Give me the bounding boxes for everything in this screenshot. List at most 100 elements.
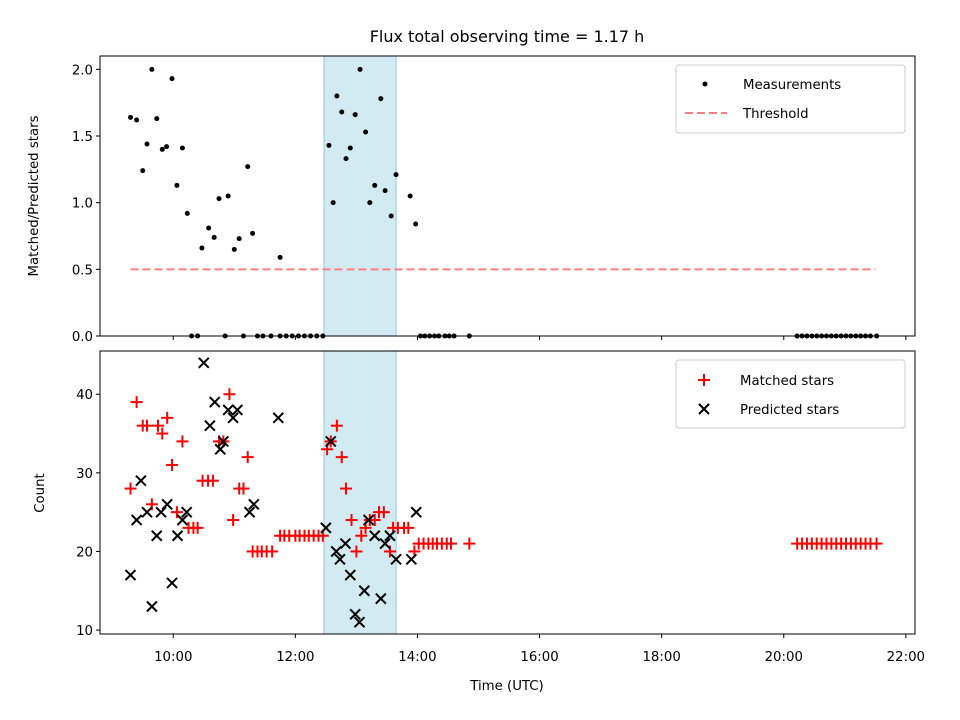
- top-y-tick-label: 1.5: [72, 130, 93, 145]
- predicted-star-point: [180, 506, 193, 518]
- measurement-point: [372, 182, 378, 188]
- matched-star-point: [151, 419, 164, 432]
- matched-star-point: [402, 521, 415, 534]
- predicted-star-point: [248, 498, 260, 510]
- measurement-point: [211, 234, 217, 240]
- predicted-star-point: [227, 412, 239, 424]
- matched-star-point: [223, 388, 236, 401]
- matched-star-point: [368, 514, 381, 527]
- matched-star-point: [237, 482, 250, 495]
- legend-matched-marker: [698, 374, 710, 386]
- measurement-point: [184, 210, 190, 216]
- chart-title: Flux total observing time = 1.17 h: [370, 27, 645, 46]
- top-y-tick-label: 2.0: [72, 63, 93, 78]
- predicted-star-point: [410, 506, 422, 518]
- matched-star-point: [345, 514, 358, 527]
- predicted-star-point: [161, 498, 173, 510]
- predicted-star-point: [325, 435, 337, 448]
- bottom-x-axis: 10:00 12:00 14:00 16:00 18:00 20:00 22:00: [154, 634, 925, 665]
- matched-star-point: [241, 451, 254, 464]
- bottom-shaded-span: [323, 350, 397, 635]
- predicted-star-point: [222, 404, 234, 416]
- measurement-point: [128, 114, 134, 120]
- predicted-star-point: [375, 592, 387, 605]
- predicted-star-point: [358, 585, 371, 597]
- predicted-star-point: [130, 514, 143, 526]
- legend-threshold-label: Threshold: [742, 107, 809, 122]
- measurement-point: [343, 156, 349, 162]
- matched-star-point: [870, 537, 883, 550]
- matched-star-point: [141, 419, 154, 432]
- matched-star-point: [156, 427, 169, 440]
- x-tick-label: 10:00: [154, 650, 192, 665]
- predicted-star-point: [390, 553, 402, 566]
- top-y-tick-label: 1.0: [72, 197, 93, 212]
- measurement-point: [339, 109, 345, 115]
- measurement-point: [413, 221, 419, 227]
- x-tick-label: 22:00: [887, 650, 925, 665]
- measurement-point: [164, 144, 170, 150]
- predicted-star-point: [349, 608, 361, 621]
- measurement-point: [367, 200, 373, 206]
- measurement-point: [357, 66, 363, 72]
- legend-measurements-label: Measurements: [743, 78, 841, 93]
- matched-star-point: [330, 419, 343, 432]
- predicted-star-point: [214, 443, 226, 455]
- predicted-star-point: [166, 577, 178, 589]
- x-tick-label: 16:00: [520, 650, 558, 665]
- predicted-star-point: [320, 522, 332, 534]
- matched-star-point: [191, 521, 204, 534]
- matched-star-point: [176, 435, 189, 448]
- predicted-star-point: [334, 553, 346, 566]
- measurement-point: [199, 245, 205, 251]
- predicted-star-point: [176, 514, 189, 526]
- matched-star-point: [166, 458, 179, 471]
- top-y-tick-label: 0.5: [72, 263, 93, 278]
- predicted-star-point: [124, 569, 137, 581]
- measurement-point: [174, 182, 180, 188]
- top-y-axis-label: Matched/Predicted stars: [27, 115, 42, 276]
- measurement-point: [388, 213, 394, 219]
- matched-star-point: [355, 529, 368, 542]
- top-shaded-span: [323, 55, 397, 337]
- predicted-star-points: [124, 357, 422, 628]
- top-y-axis: 0.0 0.5 1.0 1.5 2.0: [72, 63, 100, 345]
- matched-star-point: [170, 506, 183, 519]
- matched-star-point: [124, 482, 137, 495]
- measurement-point: [347, 145, 353, 151]
- predicted-star-point: [330, 545, 342, 558]
- measurement-point: [363, 129, 369, 135]
- bottom-y-tick-label: 40: [76, 388, 93, 403]
- predicted-star-point: [384, 530, 396, 542]
- measurement-point: [245, 164, 251, 170]
- matched-star-point: [227, 514, 240, 527]
- measurement-point: [169, 76, 175, 82]
- matched-star-point: [130, 396, 143, 409]
- measurement-point: [144, 141, 150, 147]
- predicted-star-point: [171, 530, 184, 542]
- predicted-star-point: [272, 412, 284, 424]
- predicted-star-point: [231, 404, 244, 416]
- x-tick-label: 20:00: [765, 650, 803, 665]
- matched-star-point: [340, 482, 353, 495]
- measurement-point: [134, 117, 140, 123]
- matched-star-points: [124, 388, 883, 558]
- measurement-point: [334, 93, 340, 99]
- bottom-y-axis: 10 20 30 40: [76, 388, 100, 639]
- measurement-point: [231, 246, 237, 252]
- top-legend-box: [675, 64, 906, 134]
- measurement-point: [382, 188, 388, 194]
- predicted-star-point: [155, 506, 167, 518]
- predicted-star-point: [141, 506, 153, 518]
- predicted-star-point: [243, 506, 256, 518]
- top-legend: Measurements Threshold: [675, 64, 906, 134]
- matched-star-point: [350, 545, 363, 558]
- bottom-legend: Matched stars Predicted stars: [675, 359, 906, 429]
- matched-star-point: [335, 451, 348, 464]
- matched-star-point: [206, 474, 219, 487]
- top-panel: 0.00.51.01.52.0 Matched/Predicted stars …: [27, 55, 916, 345]
- legend-measurements-marker: [702, 81, 708, 87]
- measurement-point: [149, 66, 155, 72]
- measurement-point: [140, 168, 146, 174]
- bottom-y-tick-label: 10: [76, 624, 93, 639]
